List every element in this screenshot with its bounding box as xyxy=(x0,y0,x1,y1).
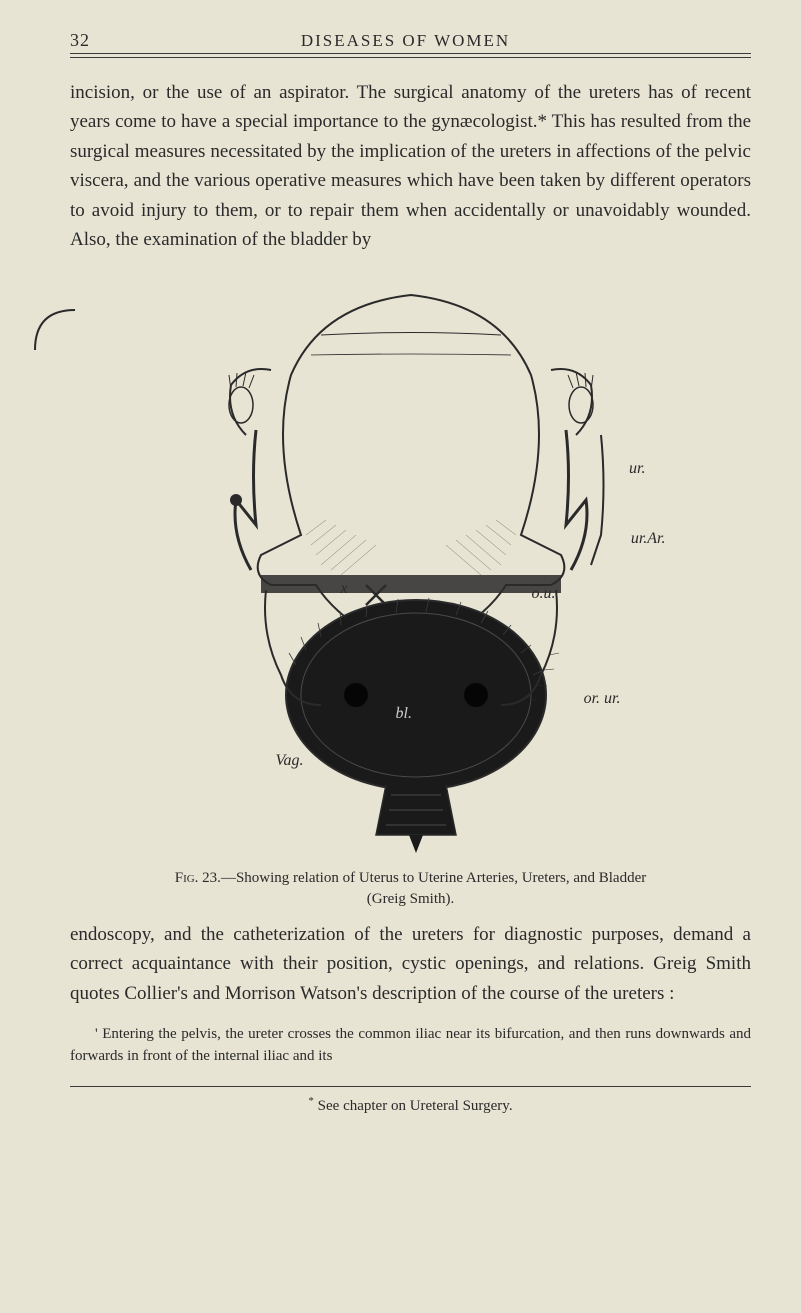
figure-label-x: x xyxy=(341,580,348,598)
figure-number: Fig. 23. xyxy=(175,870,221,886)
figure-label-urAr: ur.Ar. xyxy=(631,530,666,548)
figure-label-ur: ur. xyxy=(629,460,645,478)
body-paragraph-2: endoscopy, and the catheterization of th… xyxy=(70,920,751,1008)
figure-label-ou: o.u. xyxy=(532,585,556,603)
footnote: * See chapter on Ureteral Surgery. xyxy=(70,1095,751,1115)
margin-mark xyxy=(30,305,80,355)
footnote-rule xyxy=(70,1086,751,1087)
header-rule xyxy=(70,57,751,58)
figure-caption-attribution: (Greig Smith). xyxy=(367,891,455,907)
figure-caption: Fig. 23.—Showing relation of Uterus to U… xyxy=(70,868,751,910)
figure-caption-main: —Showing relation of Uterus to Uterine A… xyxy=(221,870,646,886)
figure-block: ur. ur.Ar. o.u. or. ur. bl. Vag. x Fig. … xyxy=(70,275,751,910)
footnote-text: See chapter on Ureteral Surgery. xyxy=(318,1098,513,1114)
page-header: 32 DISEASES OF WOMEN xyxy=(70,30,751,54)
figure-label-vag: Vag. xyxy=(276,752,304,770)
body-paragraph-1: incision, or the use of an aspirator. Th… xyxy=(70,78,751,255)
figure-label-or-ur: or. ur. xyxy=(584,690,621,708)
anatomy-illustration xyxy=(161,275,661,855)
anatomical-figure: ur. ur.Ar. o.u. or. ur. bl. Vag. x xyxy=(161,275,661,855)
running-head: DISEASES OF WOMEN xyxy=(60,31,751,51)
inset-quote: ' Entering the pelvis, the ureter crosse… xyxy=(70,1023,751,1068)
footnote-marker: * xyxy=(308,1095,314,1107)
figure-label-bl: bl. xyxy=(396,705,412,723)
